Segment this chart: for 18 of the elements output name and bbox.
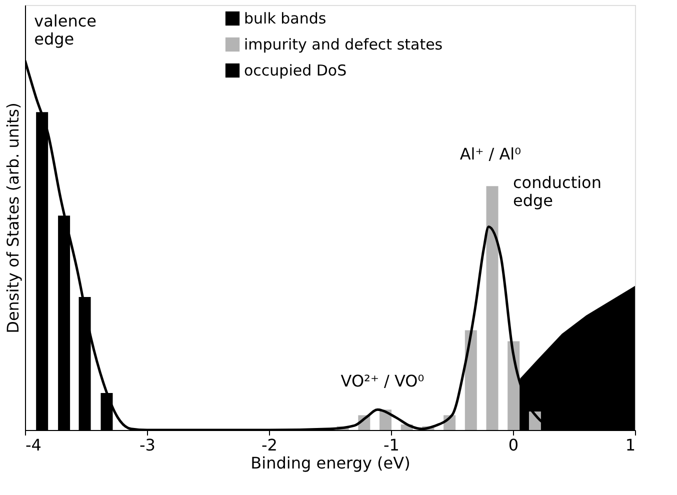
annotation: VO²⁺ / VO⁰ (340, 372, 424, 391)
legend-label: occupied DoS (244, 62, 347, 80)
bar (508, 341, 520, 430)
legend-label: bulk bands (244, 10, 326, 28)
legend-label: impurity and defect states (244, 36, 443, 54)
y-axis-title: Density of States (arb. units) (4, 102, 22, 334)
x-tick-label: 0 (508, 436, 519, 454)
x-tick-label: -1 (384, 436, 400, 454)
x-tick-label: -2 (262, 436, 278, 454)
x-tick-label: -4 (26, 436, 42, 454)
x-tick-label: 1 (625, 436, 636, 454)
annotation: Al⁺ / Al⁰ (460, 144, 522, 164)
annotation: conduction edge (513, 173, 602, 210)
x-axis-title: Binding energy (eV) (250, 454, 410, 472)
bar (464, 330, 477, 430)
bar (486, 186, 498, 430)
text: valence edge (34, 12, 96, 48)
x-tick-label: -3 (140, 436, 156, 454)
